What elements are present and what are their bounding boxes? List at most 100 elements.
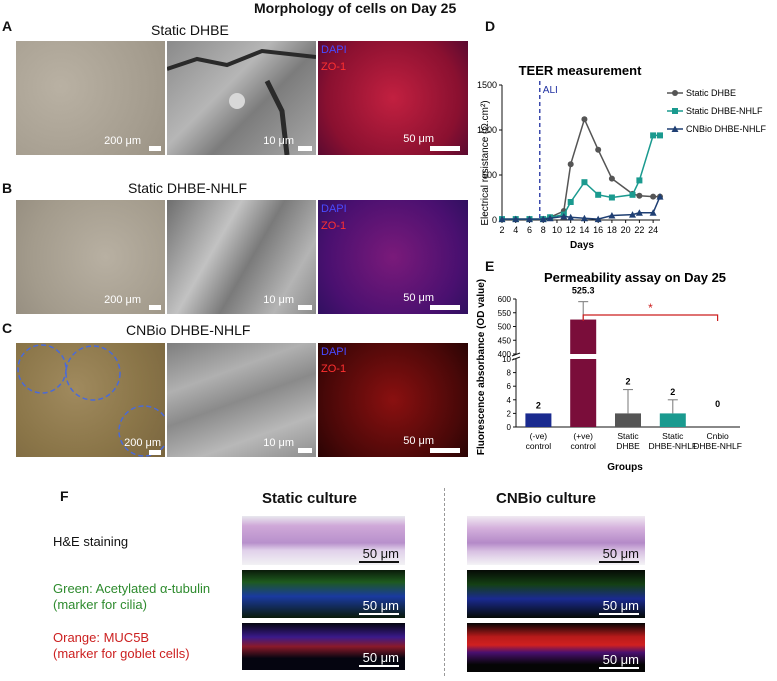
teer-point: [567, 199, 574, 205]
panel-letter-c: C: [2, 320, 13, 336]
teer-point: [580, 214, 588, 222]
zo1-label: ZO-1: [321, 220, 347, 232]
perm-value-label: 2: [670, 387, 675, 397]
panel-letter-d: D: [485, 18, 496, 34]
panel-c-title: CNBio DHBE-NHLF: [126, 322, 251, 338]
perm-category-label: Static: [662, 431, 684, 441]
teer-x-tick-label: 14: [579, 225, 589, 235]
teer-point: [636, 192, 643, 199]
muc5b-label-sub: (marker for goblet cells): [53, 646, 190, 661]
zo1-label: ZO-1: [321, 363, 347, 375]
perm-category-label: control: [526, 441, 552, 451]
perm-bar: [570, 319, 597, 354]
perm-ylabel: Fluorescence absorbance (OD value): [476, 279, 487, 455]
column-divider: [444, 488, 445, 676]
perm-category-label: control: [570, 441, 596, 451]
teer-point: [608, 212, 616, 219]
scale-bar: [430, 448, 460, 453]
teer-point: [581, 116, 588, 123]
teer-x-tick-label: 18: [607, 225, 617, 235]
perm-y-tick-label: 6: [507, 382, 512, 391]
perm-category-label: DHBE: [616, 441, 640, 451]
significance-star: *: [648, 301, 653, 315]
teer-x-tick-label: 2: [499, 225, 504, 235]
teer-title: TEER measurement: [519, 63, 642, 78]
teer-point: [546, 214, 554, 222]
scale-bar: [149, 450, 161, 455]
teer-xlabel: Days: [570, 240, 594, 251]
scale-bar: [149, 146, 161, 151]
teer-point: [512, 215, 520, 223]
perm-category-label: Static: [617, 431, 639, 441]
tubulin-label-sub: (marker for cilia): [53, 597, 147, 612]
teer-point: [594, 215, 602, 223]
perm-y-tick-label: 450: [498, 336, 512, 345]
perm-y-tick-label: 600: [498, 295, 512, 304]
scale-label: 50 μm: [602, 546, 639, 561]
legend-label: Static DHBE-NHLF: [686, 106, 763, 116]
scale-bar: [298, 305, 312, 310]
scale-bar: [359, 665, 399, 667]
scale-label: 200 μm: [104, 135, 141, 147]
legend-label: CNBio DHBE-NHLF: [686, 124, 767, 134]
scale-bar: [599, 561, 639, 563]
perm-bar: [525, 413, 552, 427]
teer-point: [657, 132, 663, 139]
perm-y-tick-label: 500: [498, 323, 512, 332]
perm-y-tick-label: 400: [498, 350, 512, 359]
panel-letter-a: A: [2, 18, 13, 34]
panel-c-sem-image: 10 μm: [167, 343, 316, 457]
perm-category-label: (+ve): [573, 431, 593, 441]
panel-a-brightfield-image: 200 μm: [16, 41, 165, 155]
legend-marker: [672, 108, 678, 114]
scale-label: 50 μm: [602, 598, 639, 613]
teer-point: [650, 132, 657, 139]
perm-bar: [659, 413, 686, 427]
teer-point: [498, 215, 506, 223]
teer-point: [560, 212, 568, 220]
perm-y-tick-label: 2: [507, 409, 512, 418]
panel-b-brightfield-image: 200 μm: [16, 200, 165, 314]
teer-point: [595, 191, 602, 198]
scale-label: 50 μm: [403, 435, 434, 447]
teer-point: [608, 175, 615, 182]
scale-bar: [430, 305, 460, 310]
perm-y-tick-label: 8: [507, 369, 512, 378]
scale-label: 50 μm: [362, 650, 399, 665]
panel-letter-b: B: [2, 180, 13, 196]
cluster-circles: [17, 344, 165, 457]
static-he-image: 50 μm: [242, 516, 405, 565]
static-culture-header: Static culture: [262, 490, 358, 507]
scale-label: 10 μm: [263, 437, 294, 449]
perm-bar: [615, 413, 641, 427]
scale-label: 50 μm: [403, 133, 434, 145]
scale-bar: [298, 146, 312, 151]
panel-letter-f: F: [60, 488, 69, 504]
panel-c-immuno-image: DAPI ZO-1 50 μm: [318, 343, 468, 457]
dapi-label: DAPI: [321, 203, 347, 215]
scale-label: 10 μm: [263, 135, 294, 147]
sem-cracks: [167, 48, 316, 155]
he-staining-label: H&E staining: [53, 534, 129, 549]
perm-xlabel: Groups: [607, 462, 643, 473]
cnbio-he-image: 50 μm: [467, 516, 645, 565]
teer-x-tick-label: 12: [566, 225, 576, 235]
teer-chart: TEER measurement Electrical resistance (…: [477, 63, 767, 251]
scale-label: 50 μm: [362, 598, 399, 613]
static-muc5b-image: 50 μm: [242, 623, 405, 670]
teer-point: [636, 177, 643, 184]
scale-bar: [359, 613, 399, 615]
teer-y-tick-label: 500: [482, 170, 497, 180]
scale-label: 200 μm: [124, 437, 161, 449]
teer-point: [629, 191, 636, 198]
teer-x-tick-label: 6: [527, 225, 532, 235]
scale-bar: [359, 561, 399, 563]
teer-y-tick-label: 1500: [477, 80, 497, 90]
panel-letter-e: E: [485, 258, 495, 274]
teer-x-tick-label: 24: [648, 225, 658, 235]
perm-category-label: (-ve): [530, 431, 548, 441]
teer-y-tick-label: 1000: [477, 125, 497, 135]
teer-point: [539, 215, 547, 223]
teer-point: [525, 215, 533, 223]
teer-series-line: [502, 134, 660, 220]
